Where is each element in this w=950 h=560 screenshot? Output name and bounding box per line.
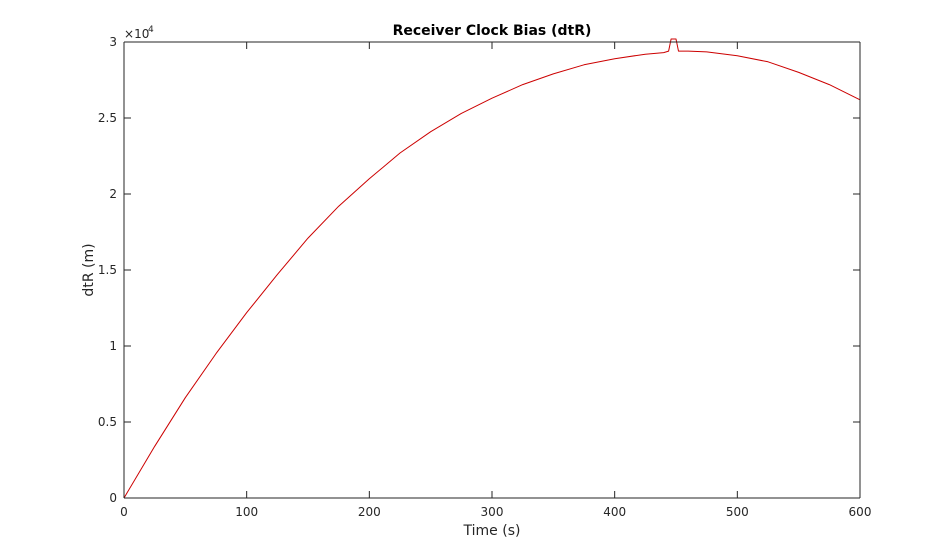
plot-area — [124, 42, 860, 498]
x-ticks: 0 100 200 300 400 500 600 — [120, 42, 871, 519]
y-tick-label: 1 — [109, 339, 117, 353]
x-tick-label: 600 — [849, 505, 872, 519]
x-axis-label: Time (s) — [463, 523, 521, 539]
y-exponent-label: ×10 4 — [124, 25, 154, 41]
x-tick-label: 0 — [120, 505, 128, 519]
y-tick-label: 0.5 — [98, 415, 117, 429]
y-tick-label: 0 — [109, 491, 117, 505]
y-exponent-multiplier: ×10 — [124, 27, 149, 41]
series-line — [123, 38, 861, 499]
y-ticks: 0 0.5 1 1.5 2 2.5 3 — [98, 35, 860, 505]
series-layer — [123, 38, 861, 499]
chart-title: Receiver Clock Bias (dtR) — [393, 23, 592, 39]
x-tick-label: 500 — [726, 505, 749, 519]
y-exponent-power: 4 — [148, 25, 154, 35]
x-tick-label: 400 — [603, 505, 626, 519]
y-axis-label: dtR (m) — [81, 243, 97, 296]
y-tick-label: 2 — [109, 187, 117, 201]
x-tick-label: 200 — [358, 505, 381, 519]
y-tick-label: 3 — [109, 35, 117, 49]
y-tick-label: 2.5 — [98, 111, 117, 125]
y-tick-label: 1.5 — [98, 263, 117, 277]
x-tick-label: 300 — [481, 505, 504, 519]
y-exponent-base: 10 — [134, 27, 149, 41]
x-tick-label: 100 — [235, 505, 258, 519]
